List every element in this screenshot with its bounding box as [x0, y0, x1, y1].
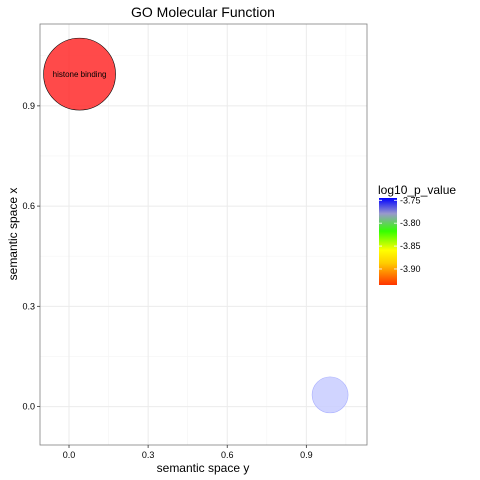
plot-border — [39, 23, 368, 446]
legend-tick-label: -3.80 — [400, 218, 421, 228]
x-tick-label: 0.0 — [63, 450, 76, 460]
legend-colorbar — [379, 198, 397, 285]
legend-tick-label: -3.85 — [400, 241, 421, 251]
y-tick-label: 0.6 — [22, 201, 35, 211]
data-point — [311, 376, 349, 414]
x-tick-label: 0.6 — [221, 450, 234, 460]
y-tick-label: 0.0 — [22, 402, 35, 412]
color-legend: log10_p_value -3.75 -3.80 -3.85 -3.90 — [378, 183, 456, 285]
y-tick-label: 0.9 — [22, 101, 35, 111]
data-point — [43, 37, 116, 111]
legend-title: log10_p_value — [378, 183, 456, 197]
plot-area: histone binding 0.0 0.3 0.6 0.9 0.0 0.3 0.6 0.9 — [22, 23, 368, 460]
x-tick-label: 0.3 — [142, 450, 155, 460]
y-tick-label: 0.3 — [22, 301, 35, 311]
legend-tick-label: -3.75 — [400, 195, 421, 205]
y-axis-title: semantic space x — [6, 188, 20, 281]
x-tick-label: 0.9 — [300, 450, 313, 460]
x-axis-title: semantic space y — [157, 461, 250, 475]
data-point-label: histone binding — [53, 70, 107, 79]
legend-tick-label: -3.90 — [400, 264, 421, 274]
chart-title: GO Molecular Function — [131, 4, 275, 20]
